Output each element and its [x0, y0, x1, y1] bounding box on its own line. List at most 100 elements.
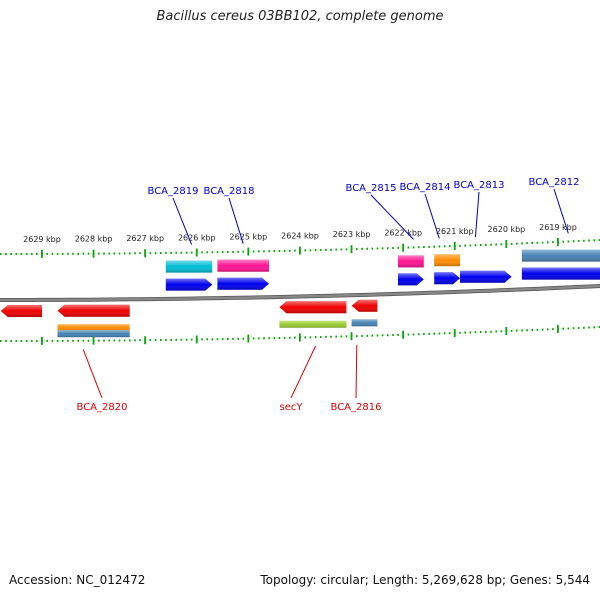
minor-tick	[5, 253, 7, 255]
minor-tick	[289, 336, 291, 339]
minor-tick	[376, 334, 379, 337]
minor-tick	[588, 326, 590, 329]
minor-tick	[294, 249, 296, 252]
gene-bar-shading	[165, 260, 213, 273]
cds-arrow-shading	[165, 278, 213, 291]
minor-tick	[464, 331, 466, 334]
major-tick	[195, 335, 198, 344]
minor-tick	[98, 339, 100, 342]
cds-arrow-shading	[57, 304, 130, 317]
minor-tick	[289, 249, 291, 252]
minor-tick	[170, 338, 172, 341]
minor-tick	[366, 247, 368, 250]
minor-tick	[588, 239, 590, 242]
minor-tick	[237, 250, 239, 253]
minor-tick	[366, 334, 368, 337]
minor-tick	[77, 339, 79, 342]
minor-tick	[526, 329, 528, 332]
minor-tick	[552, 241, 554, 244]
minor-tick	[562, 240, 564, 243]
minor-tick	[20, 340, 23, 342]
minor-tick	[61, 339, 64, 342]
major-tick	[195, 248, 198, 257]
major-tick	[350, 245, 353, 254]
minor-tick	[216, 251, 219, 254]
minor-tick	[149, 339, 152, 342]
minor-tick	[361, 334, 363, 337]
minor-tick	[547, 241, 549, 244]
backbone-line	[0, 284, 600, 302]
minor-tick	[31, 340, 33, 342]
gene-label: BCA_2818	[204, 186, 255, 197]
minor-tick	[278, 250, 281, 252]
minor-tick	[165, 338, 167, 341]
gene-leader-line	[82, 349, 103, 399]
minor-tick	[139, 339, 141, 342]
minor-tick	[521, 329, 523, 332]
minor-tick	[567, 327, 570, 330]
minor-tick	[572, 240, 575, 243]
minor-tick	[381, 247, 384, 250]
minor-tick	[15, 340, 18, 342]
minor-tick	[562, 327, 564, 330]
minor-tick	[536, 328, 539, 331]
minor-tick	[82, 339, 85, 342]
feature-track	[0, 249, 600, 338]
gene-bar-shading	[434, 254, 460, 267]
minor-tick	[227, 338, 229, 340]
minor-tick	[526, 242, 528, 245]
minor-tick	[521, 242, 523, 245]
minor-tick	[423, 246, 425, 248]
minor-tick	[103, 339, 105, 342]
major-tick	[453, 242, 456, 250]
minor-tick	[516, 329, 518, 332]
minor-tick	[340, 248, 343, 251]
cds-arrow-shading	[351, 299, 378, 312]
minor-tick	[221, 251, 224, 254]
minor-tick	[72, 339, 74, 342]
minor-tick	[206, 251, 208, 254]
minor-tick	[485, 330, 487, 333]
upper-tick-track: 2629 kbp 2628 kbp 2627 kbp 2626 kbp 2625 kbp…	[0, 223, 600, 258]
minor-tick	[278, 337, 281, 339]
minor-tick	[149, 252, 152, 255]
minor-tick	[227, 251, 229, 253]
minor-tick	[443, 332, 446, 335]
minor-tick	[185, 251, 188, 254]
minor-tick	[108, 339, 110, 342]
minor-tick	[593, 239, 595, 242]
minor-tick	[598, 239, 600, 242]
gene-leader-line	[553, 188, 569, 234]
major-tick	[144, 249, 146, 258]
gene-label-layer: BCA_2819 BCA_2818 BCA_2815 BCA_2814 BCA_2813…	[77, 177, 580, 413]
minor-tick	[268, 250, 270, 253]
gene-leader-line	[355, 345, 358, 399]
minor-tick	[61, 252, 64, 255]
cds-arrow-shading	[279, 301, 347, 314]
minor-tick	[479, 331, 482, 333]
minor-tick	[531, 242, 534, 244]
minor-tick	[577, 240, 580, 242]
minor-tick	[252, 250, 255, 253]
minor-tick	[82, 252, 85, 255]
minor-tick	[113, 339, 116, 342]
minor-tick	[165, 251, 167, 254]
minor-tick	[0, 253, 2, 255]
major-tick	[144, 336, 146, 345]
major-tick	[402, 243, 404, 252]
cds-arrow-shading	[521, 267, 600, 280]
minor-tick	[500, 330, 503, 333]
minor-tick	[443, 245, 446, 248]
minor-tick	[371, 247, 374, 250]
minor-tick	[319, 249, 322, 251]
major-tick	[505, 327, 508, 335]
gene-label: BCA_2819	[148, 186, 199, 197]
minor-tick	[330, 248, 332, 251]
minor-tick	[309, 249, 312, 252]
minor-tick	[479, 244, 482, 246]
tick-label: 2622 kbp	[384, 229, 422, 238]
minor-tick	[5, 340, 7, 342]
minor-tick	[392, 334, 394, 336]
minor-tick	[412, 333, 415, 336]
